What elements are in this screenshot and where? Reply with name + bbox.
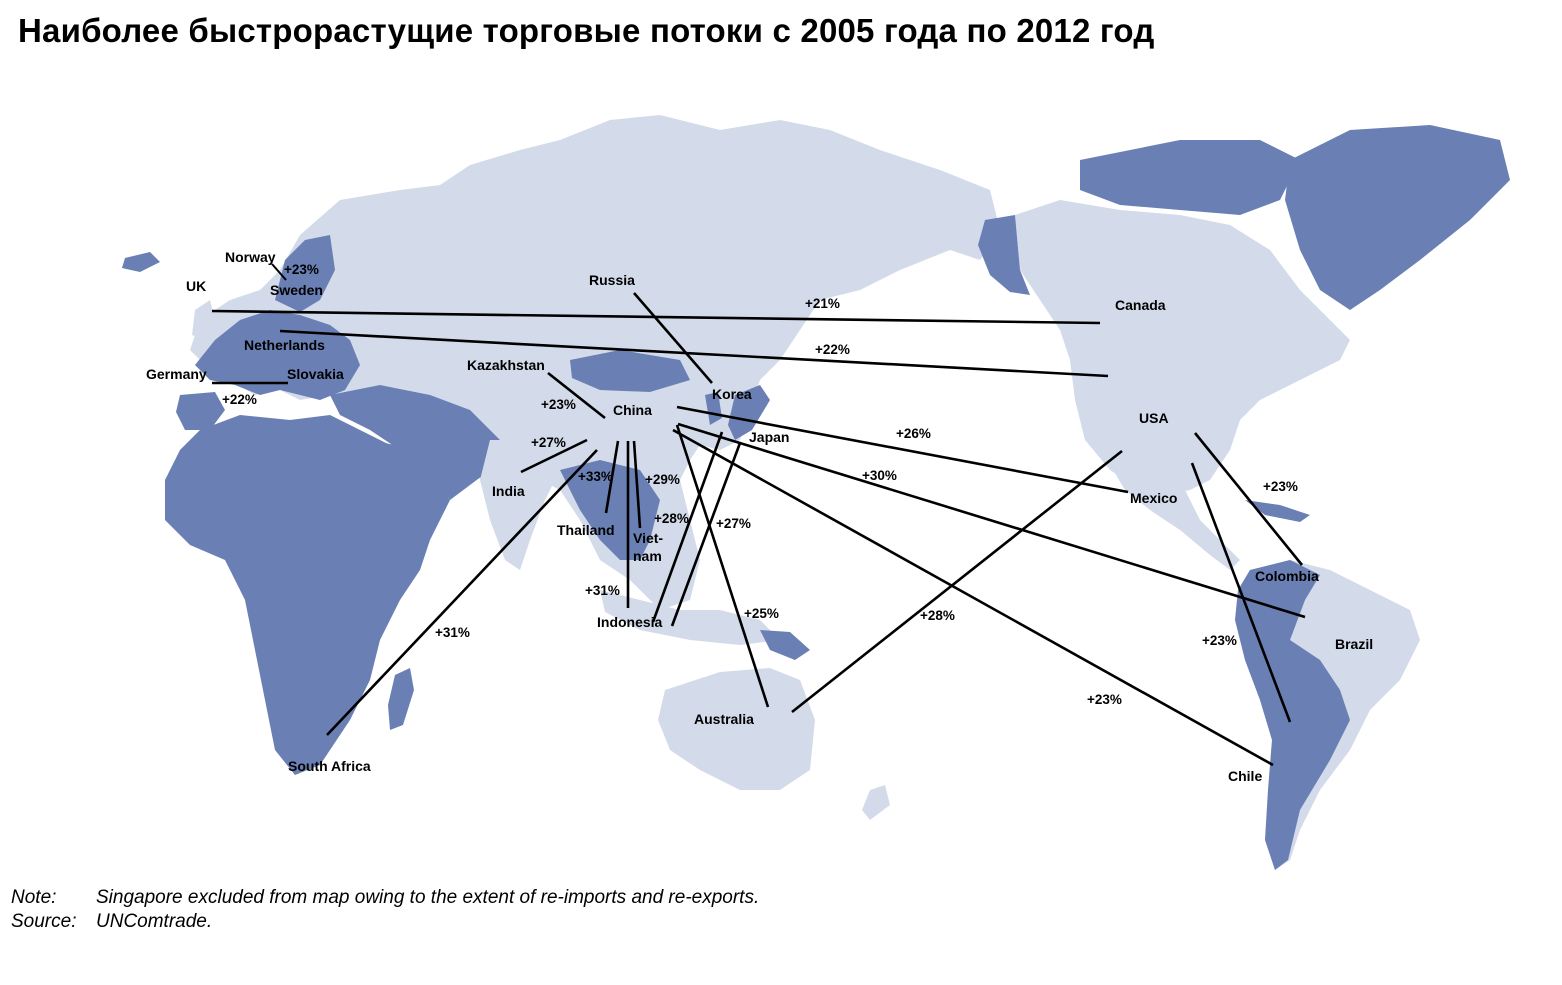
growth-korea-indonesia: +27% <box>716 516 751 531</box>
iberia-land <box>176 392 225 430</box>
flow-line-china-brazil <box>677 422 1306 619</box>
label-sweden: Sweden <box>270 282 323 298</box>
growth-usa-australia: +28% <box>920 608 955 623</box>
growth-china-mexico: +26% <box>896 426 931 441</box>
label-norway: Norway <box>225 249 276 265</box>
label-slovakia: Slovakia <box>287 366 344 382</box>
note-text: Singapore excluded from map owing to the… <box>96 887 760 908</box>
madagascar-land <box>388 668 414 730</box>
uk-land <box>192 300 215 340</box>
source-key: Source: <box>11 911 77 932</box>
se-asia-land <box>560 460 660 560</box>
flow-line-japan-indonesia <box>651 431 724 623</box>
japan-land <box>728 385 770 440</box>
scandinavia-land <box>275 235 335 312</box>
growth-netherlands-usa: +22% <box>815 342 850 357</box>
label-korea: Korea <box>712 386 752 402</box>
footnotes: Note: Singapore excluded from map owing t… <box>11 886 759 934</box>
map-title: Наиболее быстрорастущие торговые потоки … <box>18 12 1155 49</box>
flow-line-china-chile <box>672 428 1274 767</box>
india-land <box>480 440 560 570</box>
label-germany: Germany <box>146 366 207 382</box>
label-mexico: Mexico <box>1130 490 1177 506</box>
alaska-land <box>978 215 1030 295</box>
growth-japan-indonesia: +28% <box>654 511 689 526</box>
growth-india-china: +27% <box>531 435 566 450</box>
label-uk: UK <box>186 278 206 294</box>
growth-china-thailand: +33% <box>578 469 613 484</box>
source-line: Source: UNComtrade. <box>11 910 759 934</box>
source-text: UNComtrade. <box>96 911 213 932</box>
south-america-highlight <box>1235 560 1350 870</box>
label-brazil: Brazil <box>1335 636 1373 652</box>
growth-china-brazil: +30% <box>862 468 897 483</box>
flow-line-netherlands-usa <box>279 329 1109 378</box>
note-line: Note: Singapore excluded from map owing t… <box>11 886 759 910</box>
flow-line-norway-sweden <box>271 263 287 281</box>
label-australia: Australia <box>694 711 754 727</box>
growth-china-vietnam: +29% <box>645 472 680 487</box>
label-south-africa: South Africa <box>288 758 371 774</box>
mexico-land <box>1110 465 1240 570</box>
usa-land <box>1080 375 1240 470</box>
mongolia-land <box>570 350 690 392</box>
growth-labels: +23% +21% +22% +22% +23% +27% +33% +29% … <box>222 262 1298 707</box>
flow-line-china-mexico <box>676 405 1129 494</box>
korea-land <box>705 392 722 425</box>
label-indonesia: Indonesia <box>597 614 663 630</box>
note-key: Note: <box>11 887 57 908</box>
label-chile: Chile <box>1228 768 1262 784</box>
flow-line-russia-korea <box>633 292 713 384</box>
label-vietnam-line1: Viet- <box>633 530 663 546</box>
label-japan: Japan <box>749 429 789 445</box>
label-colombia: Colombia <box>1255 568 1319 584</box>
flow-line-china-vietnam <box>632 440 642 529</box>
flow-lines <box>211 263 1306 767</box>
flow-line-china-thailand <box>604 440 620 514</box>
middle-east-land <box>330 385 500 500</box>
iceland-land <box>122 252 160 272</box>
growth-usa-chile: +23% <box>1202 633 1237 648</box>
country-labels: Norway Sweden UK Netherlands Germany Slo… <box>146 249 1373 784</box>
growth-kazakhstan-china: +23% <box>541 397 576 412</box>
africa-land <box>165 415 450 775</box>
new-zealand-land <box>862 785 890 820</box>
growth-norway-sweden: +23% <box>284 262 319 277</box>
arctic-islands-land <box>1080 140 1300 215</box>
label-india: India <box>492 483 525 499</box>
growth-usa-colombia: +23% <box>1263 479 1298 494</box>
label-vietnam-line2: nam <box>633 548 662 564</box>
growth-germany-slovakia: +22% <box>222 392 257 407</box>
growth-china-chile: +23% <box>1087 692 1122 707</box>
arabia-land <box>370 440 450 525</box>
label-usa: USA <box>1139 410 1169 426</box>
land-masses <box>122 115 1510 870</box>
flow-line-india-china <box>520 438 588 474</box>
label-kazakhstan: Kazakhstan <box>467 357 545 373</box>
flow-line-kazakhstan-china <box>547 371 606 420</box>
growth-china-south-africa: +31% <box>435 625 470 640</box>
label-russia: Russia <box>589 272 635 288</box>
flow-line-china-australia <box>675 424 770 708</box>
label-canada: Canada <box>1115 297 1166 313</box>
papua-land <box>760 630 810 660</box>
flow-line-korea-indonesia <box>670 442 742 627</box>
flow-line-china-south-africa <box>326 449 598 736</box>
growth-china-australia: +25% <box>744 606 779 621</box>
flow-line-usa-chile <box>1190 462 1292 723</box>
growth-china-indonesia: +31% <box>585 583 620 598</box>
label-netherlands: Netherlands <box>244 337 325 353</box>
label-china: China <box>613 402 652 418</box>
indonesia-land <box>600 590 780 645</box>
growth-uk-canada: +21% <box>805 296 840 311</box>
australia-land <box>658 668 815 790</box>
greenland-land <box>1285 125 1510 310</box>
caribbean-land <box>1245 500 1310 522</box>
flow-line-usa-colombia <box>1193 432 1304 566</box>
flow-line-usa-australia <box>791 449 1123 714</box>
label-thailand: Thailand <box>557 522 615 538</box>
